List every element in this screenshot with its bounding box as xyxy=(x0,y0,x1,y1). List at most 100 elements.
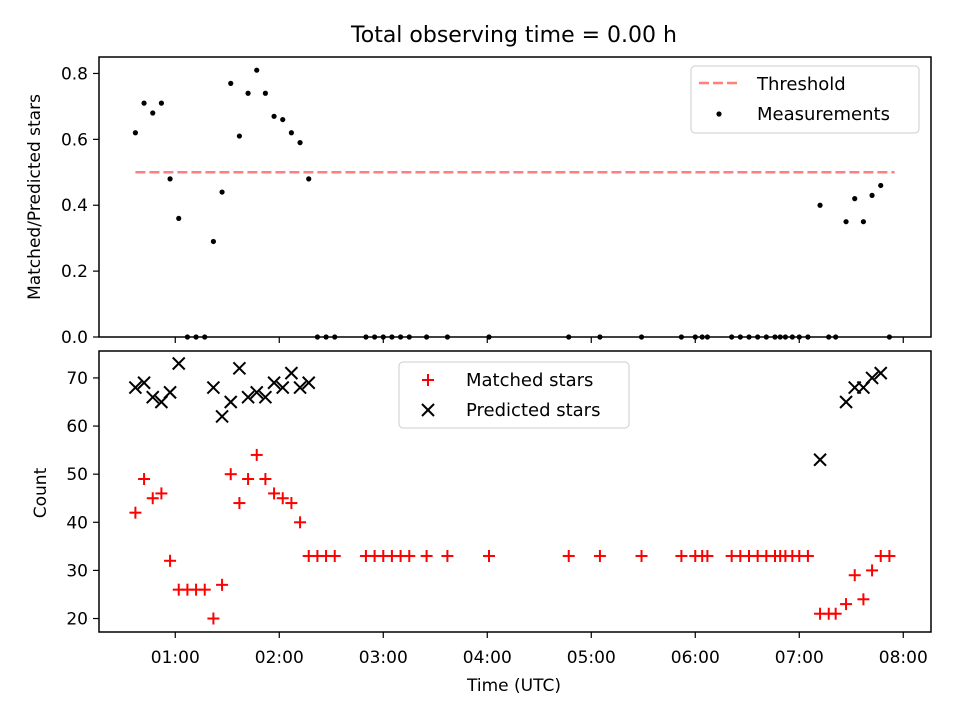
measurement-point xyxy=(262,90,268,96)
bottom-x-ticks: 01:00 02:00 03:00 04:00 05:00 06:00 07:00 08:00 xyxy=(151,632,928,668)
legend-measurements-swatch xyxy=(716,111,722,117)
matched-star-point xyxy=(829,607,842,620)
matched-star-point xyxy=(138,472,151,485)
matched-star-point xyxy=(146,492,159,505)
legend-matched-label: Matched stars xyxy=(466,370,593,391)
predicted-star-point xyxy=(302,376,316,390)
top-y-tick-label: 0.8 xyxy=(61,64,88,84)
top-y-ticks: 0.0 0.2 0.4 0.6 0.8 xyxy=(61,64,99,348)
matched-star-point xyxy=(441,549,454,562)
bottom-y-tick-label: 30 xyxy=(66,561,88,581)
bottom-legend-box xyxy=(398,361,630,429)
matched-star-point xyxy=(701,549,714,562)
predicted-star-point xyxy=(206,380,221,395)
predicted-star-point xyxy=(215,409,229,424)
predicted-star-point xyxy=(224,395,238,409)
bottom-panel: 20 30 40 50 60 70 01:00 02:00 03:00 04:00 05:00 06… xyxy=(31,350,932,696)
matched-star-point xyxy=(155,487,168,500)
measurement-point xyxy=(210,238,216,245)
top-y-tick-label: 0.2 xyxy=(61,262,88,282)
bottom-x-tick-label: 04:00 xyxy=(463,648,512,668)
predicted-star-point xyxy=(267,376,281,390)
measurement-point xyxy=(843,219,849,225)
predicted-star-point xyxy=(241,390,255,404)
matched-star-point xyxy=(276,492,289,505)
bottom-x-tick-label: 07:00 xyxy=(775,648,824,668)
measurement-point xyxy=(280,116,286,123)
predicted-star-point xyxy=(250,385,264,400)
measurement-point xyxy=(271,113,277,119)
measurement-point xyxy=(817,202,823,208)
measurement-point xyxy=(141,100,147,106)
predicted-star-point xyxy=(146,390,160,404)
measurement-point xyxy=(176,215,182,222)
top-axes-frame xyxy=(98,56,932,338)
measurement-point xyxy=(860,219,867,225)
top-y-label: Matched/Predicted stars xyxy=(25,94,45,300)
predicted-star-point xyxy=(813,453,827,467)
legend-matched-swatch xyxy=(422,374,434,386)
bottom-y-ticks: 20 30 40 50 60 70 xyxy=(66,369,99,630)
matched-star-point xyxy=(129,506,142,519)
matched-star-point xyxy=(675,549,688,562)
predicted-star-point xyxy=(137,376,151,390)
matched-star-point xyxy=(216,578,229,591)
predicted-star-point xyxy=(172,356,186,371)
predicted-star-point xyxy=(293,380,307,395)
top-legend-box xyxy=(690,65,920,134)
measurement-point xyxy=(878,182,884,189)
bottom-axes-frame xyxy=(98,350,932,633)
matched-star-point xyxy=(224,468,237,481)
matched-star-point xyxy=(866,564,879,577)
predicted-star-point xyxy=(284,366,299,380)
bottom-x-tick-label: 08:00 xyxy=(879,648,928,668)
measurement-point xyxy=(150,110,156,116)
bottom-x-tick-label: 03:00 xyxy=(359,648,408,668)
measurement-point xyxy=(254,67,260,73)
matched-star-point xyxy=(198,583,211,596)
bottom-x-tick-label: 05:00 xyxy=(567,648,616,668)
bottom-y-tick-label: 60 xyxy=(66,417,88,437)
bottom-y-label: Count xyxy=(31,467,51,518)
legend-predicted-marker xyxy=(421,403,435,417)
predicted-star-point xyxy=(232,361,247,376)
measurement-point xyxy=(306,176,312,182)
legend-predicted-label: Predicted stars xyxy=(466,400,600,421)
matched-star-point xyxy=(848,569,861,582)
bottom-y-tick-label: 20 xyxy=(66,610,88,630)
matched-star-point xyxy=(233,497,246,510)
measurement-point xyxy=(228,80,234,86)
matched-stars-series xyxy=(129,448,896,625)
bottom-y-tick-label: 50 xyxy=(66,465,88,485)
measurement-point xyxy=(132,130,138,136)
predicted-star-point xyxy=(258,390,273,404)
matched-star-point xyxy=(259,472,272,485)
predicted-star-point xyxy=(865,371,879,385)
chart-title: Total observing time = 0.00 h xyxy=(350,23,677,48)
bottom-y-tick-label: 40 xyxy=(66,513,88,533)
legend-threshold-label: Threshold xyxy=(756,74,846,95)
matched-star-point xyxy=(801,549,814,562)
bottom-y-tick-label: 70 xyxy=(66,369,88,389)
predicted-stars-series xyxy=(128,356,888,467)
matched-star-point xyxy=(483,549,495,562)
measurement-point xyxy=(219,189,225,195)
predicted-star-point xyxy=(276,380,290,395)
measurement-point xyxy=(297,140,303,146)
matched-star-point xyxy=(403,549,416,562)
matched-star-point xyxy=(840,598,853,611)
matched-star-point xyxy=(294,516,307,529)
matched-star-point xyxy=(420,549,433,562)
matched-star-point xyxy=(268,487,281,500)
top-legend: Threshold Measurements xyxy=(690,65,920,134)
matched-star-point xyxy=(207,612,220,625)
top-y-tick-label: 0.4 xyxy=(61,196,88,216)
bottom-x-tick-label: 06:00 xyxy=(671,648,720,668)
matched-star-point xyxy=(562,549,575,562)
matched-star-point xyxy=(635,549,648,562)
measurement-point xyxy=(869,192,875,198)
legend-matched-marker xyxy=(422,374,434,386)
matched-star-point xyxy=(593,549,606,562)
bottom-x-tick-label: 02:00 xyxy=(255,648,304,668)
